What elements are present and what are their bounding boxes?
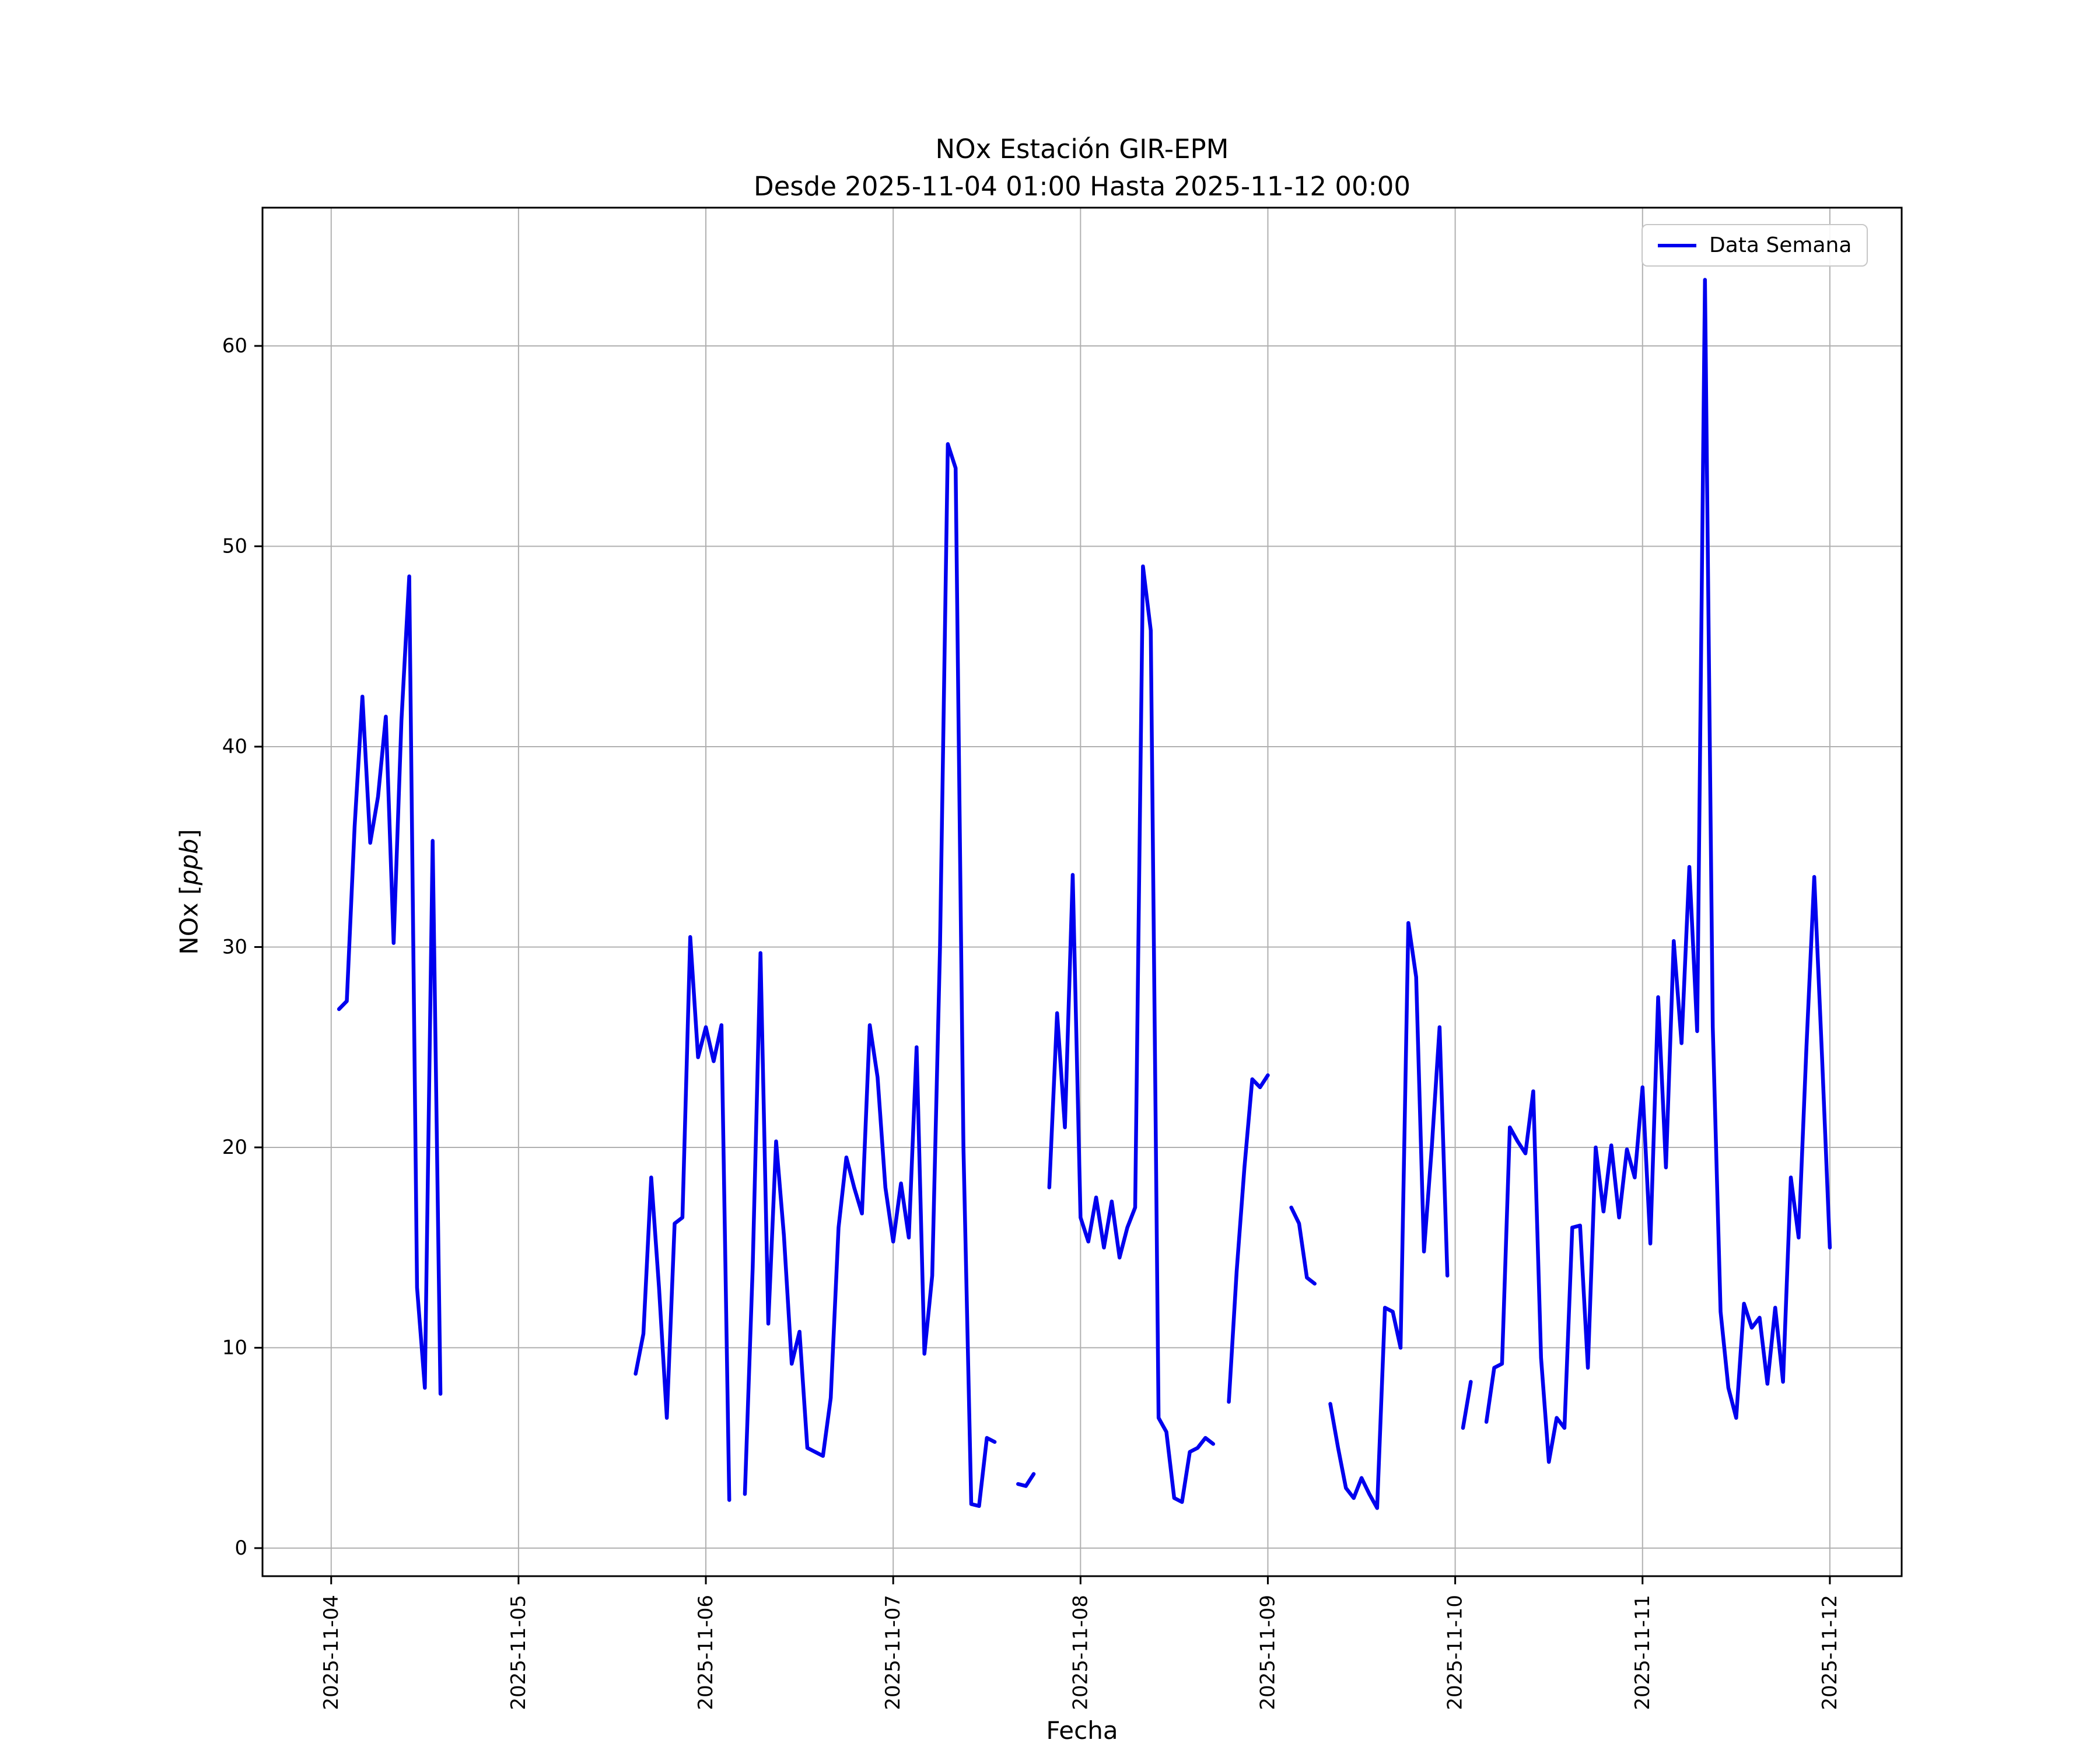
- data-line: [1016, 1472, 1036, 1488]
- x-tick-label: 2025-11-11: [1631, 1595, 1654, 1710]
- x-axis-label: Fecha: [1046, 1716, 1118, 1745]
- y-tick-label: 20: [222, 1136, 247, 1159]
- y-axis-label-unit: ppb: [174, 838, 204, 886]
- y-axis-label: NOx [ppb]: [175, 829, 204, 954]
- chart-subtitle: Desde 2025-11-04 01:00 Hasta 2025-11-12 …: [753, 170, 1411, 202]
- legend-label: Data Semana: [1709, 233, 1852, 257]
- x-tick-label: 2025-11-05: [507, 1595, 530, 1710]
- data-line: [743, 442, 997, 1508]
- y-axis-label-suffix: ]: [174, 829, 204, 839]
- data-line: [1461, 1380, 1473, 1430]
- y-tick-label: 40: [222, 735, 247, 758]
- x-tick-label: 2025-11-09: [1256, 1595, 1279, 1710]
- data-line: [634, 935, 732, 1502]
- x-tick-label: 2025-11-04: [320, 1595, 343, 1710]
- x-tick-label: 2025-11-07: [881, 1595, 905, 1710]
- x-tick-label: 2025-11-06: [694, 1595, 718, 1710]
- legend: Data Semana: [1642, 224, 1868, 267]
- data-line: [1328, 921, 1450, 1510]
- data-line: [1227, 1073, 1270, 1404]
- y-tick-label: 60: [222, 334, 247, 358]
- legend-line-swatch: [1658, 243, 1696, 247]
- data-line: [337, 574, 443, 1396]
- data-line: [1047, 564, 1216, 1504]
- y-tick-label: 30: [222, 935, 247, 958]
- x-tick-label: 2025-11-12: [1818, 1595, 1842, 1710]
- chart-title-block: NOx Estación GIR-EPM Desde 2025-11-04 01…: [262, 131, 1902, 205]
- plot-frame: [261, 206, 1903, 1577]
- y-tick-label: 0: [235, 1536, 247, 1560]
- y-tick-label: 50: [222, 534, 247, 558]
- x-tick-label: 2025-11-10: [1444, 1595, 1467, 1710]
- y-axis-label-prefix: NOx [: [174, 885, 204, 955]
- y-tick-label: 10: [222, 1336, 247, 1359]
- x-tick-label: 2025-11-08: [1069, 1595, 1092, 1710]
- data-line: [1484, 278, 1832, 1464]
- data-line: [1289, 1205, 1317, 1286]
- chart-title: NOx Estación GIR-EPM: [935, 134, 1229, 164]
